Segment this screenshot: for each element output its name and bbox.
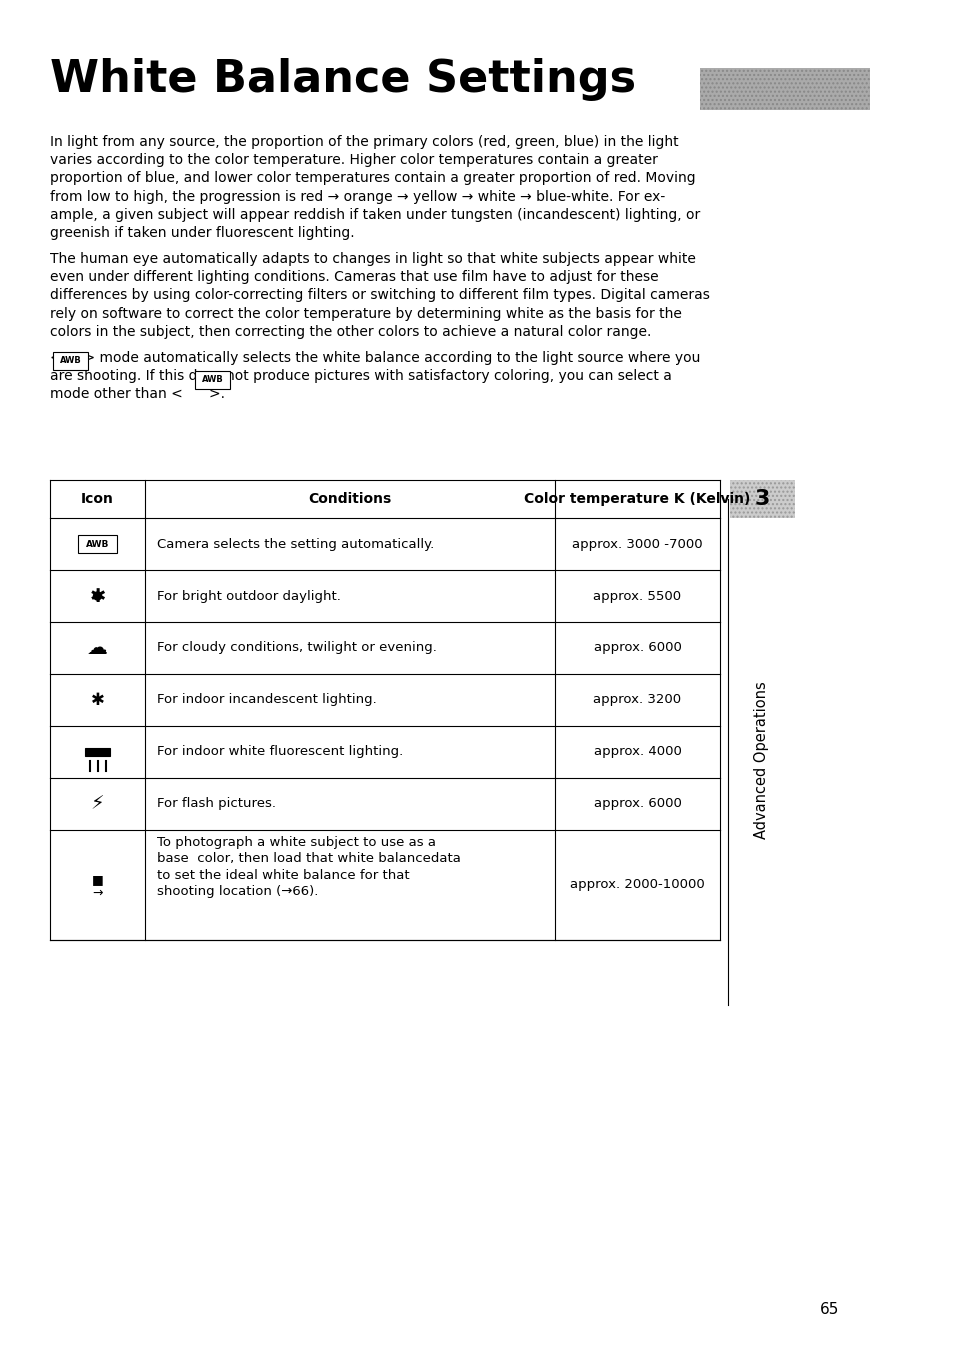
Text: Color temperature K (Kelvin): Color temperature K (Kelvin) [524, 492, 750, 506]
Text: Conditions: Conditions [308, 492, 392, 506]
Text: 65: 65 [820, 1303, 839, 1318]
Text: The human eye automatically adapts to changes in light so that white subjects ap: The human eye automatically adapts to ch… [50, 252, 709, 339]
Text: Icon: Icon [81, 492, 113, 506]
Bar [85, 747, 110, 755]
Text: approx. 6000: approx. 6000 [593, 642, 680, 654]
Circle shape [93, 592, 101, 600]
Text: approx. 6000: approx. 6000 [593, 797, 680, 811]
Text: For bright outdoor daylight.: For bright outdoor daylight. [157, 590, 340, 603]
Text: In light from any source, the proportion of the primary colors (red, green, blue: In light from any source, the proportion… [50, 135, 700, 240]
Text: →: → [92, 886, 103, 900]
Bar [700, 67, 869, 111]
Text: <     > mode automatically selects the white balance according to the light sour: < > mode automatically selects the white… [50, 351, 700, 402]
Text: ✱: ✱ [90, 587, 106, 606]
Bar [729, 480, 794, 518]
Text: ■: ■ [91, 874, 103, 886]
Bar [53, 352, 88, 370]
Text: approx. 4000: approx. 4000 [593, 746, 680, 758]
Text: 3: 3 [754, 488, 769, 509]
Bar [194, 371, 230, 389]
Bar [78, 536, 116, 553]
Text: For indoor white fluorescent lighting.: For indoor white fluorescent lighting. [157, 746, 403, 758]
Text: AWB: AWB [86, 540, 109, 549]
Text: ☁: ☁ [87, 638, 108, 658]
Text: ⚡: ⚡ [91, 795, 104, 813]
Text: For flash pictures.: For flash pictures. [157, 797, 275, 811]
Bar [700, 67, 869, 111]
Text: White Balance Settings: White Balance Settings [50, 58, 636, 101]
Text: To photograph a white subject to use as a
base  color, then load that white bala: To photograph a white subject to use as … [157, 836, 460, 898]
Text: AWB: AWB [59, 356, 81, 366]
Text: ✱: ✱ [91, 691, 104, 710]
Text: approx. 5500: approx. 5500 [593, 590, 680, 603]
Text: approx. 2000-10000: approx. 2000-10000 [570, 878, 704, 892]
Text: approx. 3000 -7000: approx. 3000 -7000 [572, 537, 702, 550]
Bar [729, 480, 794, 518]
Text: For cloudy conditions, twilight or evening.: For cloudy conditions, twilight or eveni… [157, 642, 436, 654]
Text: For indoor incandescent lighting.: For indoor incandescent lighting. [157, 693, 376, 707]
Text: Camera selects the setting automatically.: Camera selects the setting automatically… [157, 537, 434, 550]
Text: Advanced Operations: Advanced Operations [754, 681, 769, 839]
Text: approx. 3200: approx. 3200 [593, 693, 680, 707]
Text: AWB: AWB [201, 375, 223, 384]
